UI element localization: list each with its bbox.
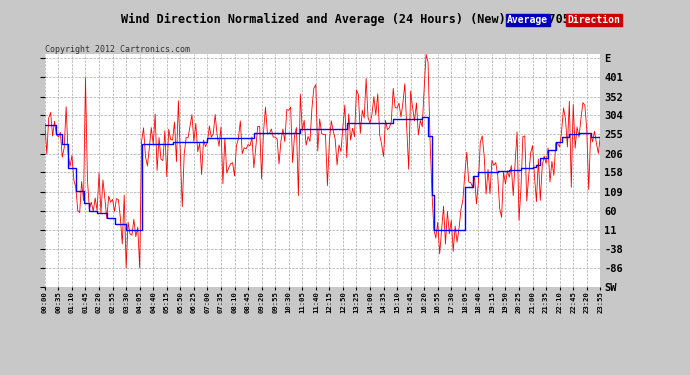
- Text: Average: Average: [507, 15, 549, 25]
- Text: Direction: Direction: [567, 15, 620, 25]
- Text: Wind Direction Normalized and Average (24 Hours) (New) 20120705: Wind Direction Normalized and Average (2…: [121, 13, 569, 26]
- Text: Copyright 2012 Cartronics.com: Copyright 2012 Cartronics.com: [45, 45, 190, 54]
